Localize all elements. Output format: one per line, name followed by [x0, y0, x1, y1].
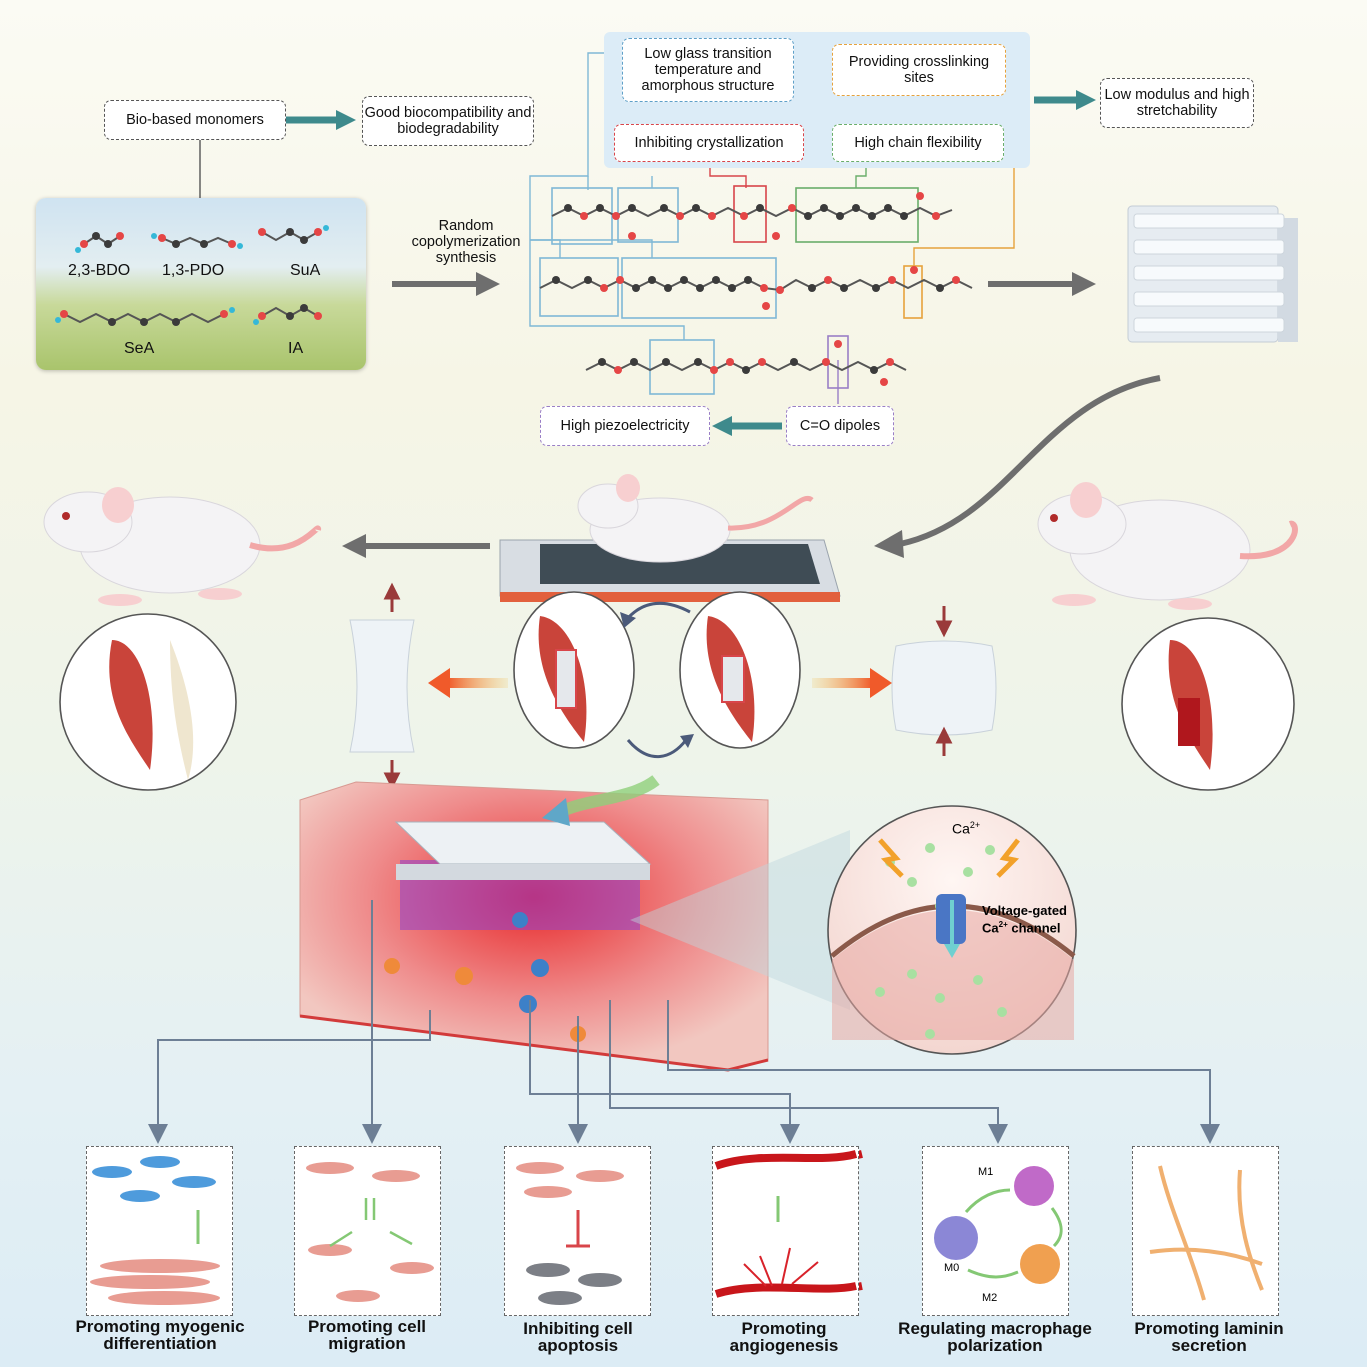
- leg-circle-mid-2: [679, 591, 801, 749]
- rat-left: [43, 487, 322, 606]
- channel-label: Voltage-gated Ca2+ channel: [982, 903, 1067, 936]
- polymer-connectors: [529, 52, 685, 340]
- scaffold-block: [1127, 205, 1298, 343]
- label-macrophage: Regulating macrophage polarization: [898, 1319, 1092, 1355]
- scaffold-stretched: [349, 619, 415, 753]
- monomer-label-bdo: 2,3-BDO: [68, 262, 131, 279]
- crosslink-box: Providing crosslinking sites: [832, 44, 1006, 96]
- monomer-label-sua: SuA: [290, 262, 321, 279]
- biocompat-box: Good biocompatibility and biodegradabili…: [362, 96, 534, 146]
- synthesis-label: Random copolymerization synthesis: [411, 218, 521, 266]
- bio-monomers-box: Bio-based monomers: [104, 100, 286, 140]
- outcome-box-angiogenesis: [712, 1146, 859, 1316]
- monomer-panel: [36, 198, 366, 370]
- outcome-box-laminin: [1132, 1146, 1279, 1316]
- leg-circle-right: [1121, 617, 1295, 791]
- label-migration: Promoting cell migration: [307, 1317, 427, 1353]
- chain-box-orange: [903, 265, 923, 319]
- calcium-channel-circle: [630, 805, 1077, 1055]
- outcome-box-apoptosis: [504, 1146, 651, 1316]
- monomer-label-ia: IA: [288, 340, 304, 357]
- outcome-box-migration: [294, 1146, 441, 1316]
- calcium-label: Ca2+: [952, 820, 981, 837]
- leg-circle-mid-1: [513, 591, 635, 749]
- label-apoptosis: Inhibiting cell apoptosis: [523, 1319, 633, 1355]
- chain-flex-box: High chain flexibility: [832, 124, 1004, 162]
- inhibit-cryst-box: Inhibiting crystallization: [614, 124, 804, 162]
- treadmill: [499, 474, 841, 602]
- low-tg-box: Low glass transition temperature and amo…: [622, 38, 794, 102]
- polymer-atoms: [552, 204, 944, 374]
- label-laminin: Promoting laminin secretion: [1134, 1319, 1284, 1355]
- high-piezo-box: High piezoelectricity: [540, 406, 710, 446]
- monomer-label-pdo: 1,3-PDO: [162, 262, 225, 279]
- monomer-molecules: [55, 225, 329, 326]
- label-myogenic: Promoting myogenic differentiation: [75, 1317, 245, 1353]
- m0-label: M0: [944, 1262, 960, 1274]
- rat-right: [1037, 482, 1298, 610]
- outcome-box-macrophage: [922, 1146, 1069, 1316]
- tissue-block: [299, 781, 769, 1072]
- oxygen-atoms: [580, 192, 960, 386]
- leg-circle-left: [59, 613, 237, 791]
- outcome-connectors: [148, 900, 1220, 1144]
- scaffold-compressed: [891, 640, 997, 736]
- chain-box-red: [733, 185, 767, 243]
- co-dipoles-box: C=O dipoles: [786, 406, 894, 446]
- outcome-box-myogenic: [86, 1146, 233, 1316]
- m2-label: M2: [982, 1292, 998, 1304]
- chain-box-green: [795, 187, 919, 243]
- label-angiogenesis: Promoting angiogenesis: [729, 1319, 839, 1355]
- curved-arrow-implant: [899, 375, 1161, 547]
- monomer-label-sea: SeA: [124, 340, 155, 357]
- m1-label: M1: [978, 1166, 994, 1178]
- low-modulus-box: Low modulus and high stretchability: [1100, 78, 1254, 128]
